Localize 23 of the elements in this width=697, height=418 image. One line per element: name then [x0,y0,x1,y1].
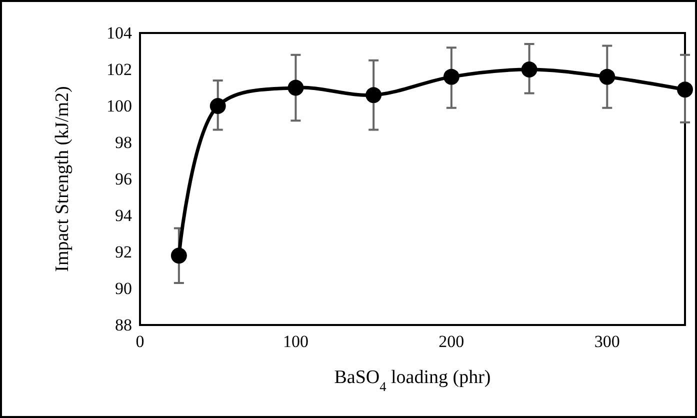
point [170,248,187,264]
x-tick-label: 0 [136,332,144,352]
x-tick-label: 300 [594,332,620,352]
point [366,87,382,104]
point [288,80,304,96]
y-tick-label: 104 [106,23,132,42]
y-axis-title: Impact Strength (kJ/m2) [52,86,73,272]
y-tick-label: 100 [106,96,132,116]
y-tick-label: 96 [115,169,132,188]
y-tick-label: 94 [115,206,132,225]
y-tick-label: 88 [115,315,132,334]
point [521,62,538,78]
y-tick-label: 92 [115,242,132,262]
y-tick-label: 90 [115,278,132,298]
x-tick-label: 200 [438,332,464,352]
x-axis-title: BaSO$_{4}$ loading (phr) [334,367,491,394]
y-tick-label: 98 [115,132,132,152]
point [210,98,226,114]
x-tick-label: 100 [282,332,308,352]
point [443,68,460,85]
point [599,68,616,85]
point [677,82,693,98]
y-tick-label: 102 [106,60,132,79]
